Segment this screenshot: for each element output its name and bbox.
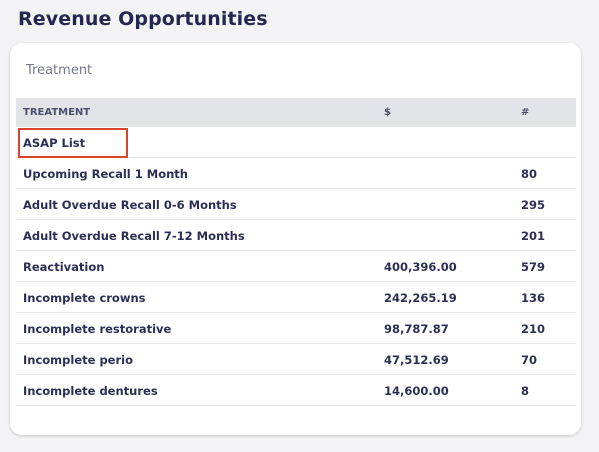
row-name[interactable]: ASAP List <box>23 136 86 150</box>
row-dollar: 14,600.00 <box>384 384 449 398</box>
table-row[interactable]: Upcoming Recall 1 Month 80 <box>16 158 576 189</box>
row-dollar: 98,787.87 <box>384 322 449 336</box>
header-count[interactable]: # <box>521 107 530 118</box>
treatment-table: TREATMENT $ # ASAP List Upcoming Recall … <box>16 98 576 406</box>
header-treatment[interactable]: TREATMENT <box>23 107 91 118</box>
row-count: 136 <box>521 291 546 305</box>
row-name[interactable]: Incomplete perio <box>23 353 133 367</box>
card-title: Treatment <box>26 63 93 78</box>
header-dollar[interactable]: $ <box>384 107 391 118</box>
treatment-card: Treatment TREATMENT $ # ASAP List Upcomi… <box>10 43 581 435</box>
table-row[interactable]: Adult Overdue Recall 0-6 Months 295 <box>16 189 576 220</box>
table-row[interactable]: Incomplete restorative 98,787.87 210 <box>16 313 576 344</box>
row-count: 210 <box>521 322 546 336</box>
row-dollar: 47,512.69 <box>384 353 449 367</box>
row-name[interactable]: Incomplete dentures <box>23 384 158 398</box>
page-title: Revenue Opportunities <box>18 8 268 30</box>
table-row[interactable]: Reactivation 400,396.00 579 <box>16 251 576 282</box>
row-count: 8 <box>521 384 530 398</box>
row-count: 70 <box>521 353 538 367</box>
row-dollar: 242,265.19 <box>384 291 457 305</box>
row-count: 295 <box>521 198 546 212</box>
table-row[interactable]: Incomplete dentures 14,600.00 8 <box>16 375 576 406</box>
row-name[interactable]: Adult Overdue Recall 0-6 Months <box>23 198 237 212</box>
row-name[interactable]: Incomplete restorative <box>23 322 172 336</box>
row-count: 201 <box>521 229 546 243</box>
row-count: 579 <box>521 260 546 274</box>
table-row-asap-list[interactable]: ASAP List <box>16 127 576 158</box>
row-dollar: 400,396.00 <box>384 260 457 274</box>
table-row[interactable]: Incomplete perio 47,512.69 70 <box>16 344 576 375</box>
row-name[interactable]: Incomplete crowns <box>23 291 146 305</box>
row-name[interactable]: Upcoming Recall 1 Month <box>23 167 188 181</box>
row-count: 80 <box>521 167 538 181</box>
table-header: TREATMENT $ # <box>16 98 576 127</box>
table-row[interactable]: Adult Overdue Recall 7-12 Months 201 <box>16 220 576 251</box>
row-name[interactable]: Reactivation <box>23 260 105 274</box>
highlight-box <box>18 128 128 158</box>
table-row[interactable]: Incomplete crowns 242,265.19 136 <box>16 282 576 313</box>
row-name[interactable]: Adult Overdue Recall 7-12 Months <box>23 229 245 243</box>
